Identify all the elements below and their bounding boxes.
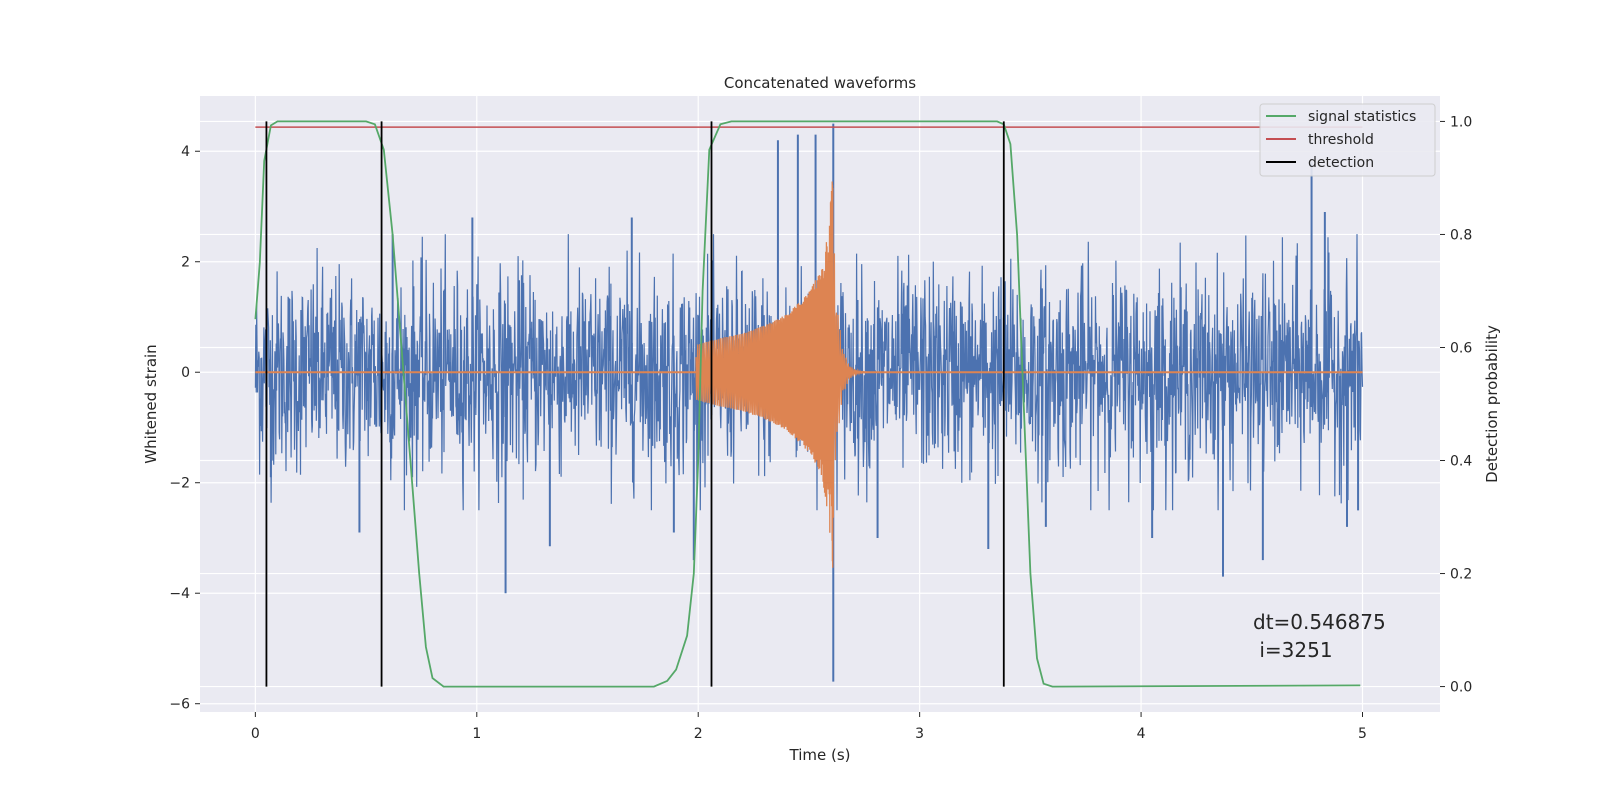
- y-tick-label-3: 0: [181, 365, 190, 381]
- signal-statistics-series: [254, 120, 1361, 688]
- legend-label-threshold: threshold: [1308, 132, 1374, 148]
- y2-tick-label-5: 1.0: [1450, 114, 1472, 130]
- y-axis-label: Whitened strain: [142, 344, 160, 463]
- detection-series: [265, 121, 1005, 687]
- y-tick-label-5: 4: [181, 144, 190, 160]
- legend-label-signal-statistics: signal statistics: [1308, 109, 1416, 125]
- annotation-index: i=3251: [1253, 638, 1333, 662]
- y-tick-label-2: −2: [169, 476, 190, 492]
- tick-labels: 0 1 2 3 4 5 −6 −4 −2 0 2 4 0.0 0.2 0.4 0.6 0.8 1.0: [169, 114, 1472, 742]
- x-tick-label-1: 1: [472, 726, 481, 742]
- y2-tick-label-4: 0.8: [1450, 227, 1472, 243]
- legend: signal statistics threshold detection: [1259, 103, 1436, 177]
- x-axis-label: Time (s): [789, 746, 851, 764]
- template-chirp: [695, 181, 898, 568]
- y-tick-label-1: −4: [169, 586, 190, 602]
- legend-box: [1259, 103, 1436, 177]
- y-tick-label-4: 2: [181, 255, 190, 271]
- y-tick-label-0: −6: [169, 697, 190, 713]
- x-tick-label-3: 3: [915, 726, 924, 742]
- chart-title: Concatenated waveforms: [724, 74, 916, 92]
- y2-tick-label-1: 0.2: [1450, 567, 1472, 583]
- x-tick-label-2: 2: [694, 726, 703, 742]
- legend-label-detection: detection: [1308, 155, 1374, 171]
- x-tick-label-5: 5: [1358, 726, 1367, 742]
- x-tick-label-4: 4: [1137, 726, 1146, 742]
- y2-tick-label-0: 0.0: [1450, 680, 1472, 696]
- y2-tick-label-2: 0.4: [1450, 454, 1472, 470]
- signal-statistics-line: [254, 120, 1361, 688]
- y2-axis-label: Detection probability: [1483, 325, 1501, 483]
- annotation-dt: dt=0.546875: [1253, 610, 1386, 634]
- x-tick-label-0: 0: [251, 726, 260, 742]
- template-series: [255, 181, 1363, 568]
- y2-tick-label-3: 0.6: [1450, 340, 1472, 356]
